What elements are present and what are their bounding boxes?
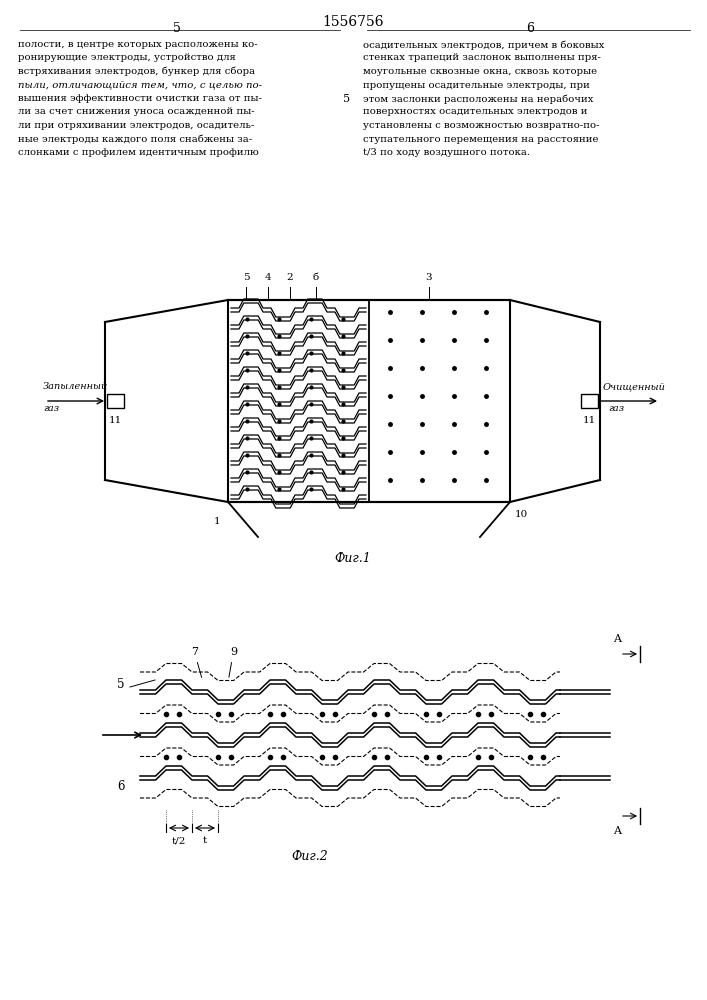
Text: полости, в центре которых расположены ко-: полости, в центре которых расположены ко… [18,40,257,49]
Text: 10: 10 [515,510,528,519]
Text: 5: 5 [173,22,181,35]
Bar [581,394,598,408]
Text: встряхивания электродов, бункер для сбора: встряхивания электродов, бункер для сбор… [18,67,255,77]
Text: газ: газ [43,404,59,413]
Text: поверхностях осадительных электродов и: поверхностях осадительных электродов и [363,107,588,116]
Text: 9: 9 [229,647,237,677]
Bar [107,394,124,408]
Text: ные электроды каждого поля снабжены за-: ные электроды каждого поля снабжены за- [18,134,252,144]
Text: 6: 6 [117,780,125,792]
Text: 6: 6 [526,22,534,35]
Text: осадительных электродов, причем в боковых: осадительных электродов, причем в боковы… [363,40,604,49]
Text: A: A [613,826,621,836]
Text: A: A [613,634,621,644]
Text: ли за счет снижения уноса осажденной пы-: ли за счет снижения уноса осажденной пы- [18,107,255,116]
Text: 4: 4 [264,273,271,282]
Text: 3: 3 [426,273,432,282]
Text: этом заслонки расположены на нерабочих: этом заслонки расположены на нерабочих [363,94,593,104]
Text: вышения эффективности очистки газа от пы-: вышения эффективности очистки газа от пы… [18,94,262,103]
Text: пропущены осадительные электроды, при: пропущены осадительные электроды, при [363,81,590,90]
Text: ступательного перемещения на расстояние: ступательного перемещения на расстояние [363,134,599,143]
Text: 5: 5 [343,94,350,104]
Text: газ: газ [608,404,624,413]
Text: стенках трапеций заслонок выполнены пря-: стенках трапеций заслонок выполнены пря- [363,53,601,62]
Text: 1556756: 1556756 [322,15,384,29]
Text: 11: 11 [583,416,596,425]
Text: t/2: t/2 [172,836,186,845]
Text: б: б [313,273,319,282]
Text: 7: 7 [191,647,201,677]
Text: Очищенный: Очищенный [603,382,666,391]
Text: 1: 1 [214,517,220,526]
Text: моугольные сквозные окна, сквозь которые: моугольные сквозные окна, сквозь которые [363,67,597,76]
Text: 5: 5 [243,273,250,282]
Text: установлены с возможностью возвратно-по-: установлены с возможностью возвратно-по- [363,121,600,130]
Text: 2: 2 [286,273,293,282]
Text: ронирующие электроды, устройство для: ронирующие электроды, устройство для [18,53,235,62]
Text: Запыленный: Запыленный [43,382,108,391]
Text: 5: 5 [117,678,125,690]
Text: 11: 11 [109,416,122,425]
Text: ли при отряхивании электродов, осадитель-: ли при отряхивании электродов, осадитель… [18,121,255,130]
Text: Фиг.2: Фиг.2 [291,850,328,863]
Text: t: t [203,836,207,845]
Text: Фиг.1: Фиг.1 [334,552,371,565]
Text: слонками с профилем идентичным профилю: слонками с профилем идентичным профилю [18,148,259,157]
Text: t/3 по ходу воздушного потока.: t/3 по ходу воздушного потока. [363,148,530,157]
Text: пыли, отличающийся тем, что, с целью по-: пыли, отличающийся тем, что, с целью по- [18,81,262,90]
